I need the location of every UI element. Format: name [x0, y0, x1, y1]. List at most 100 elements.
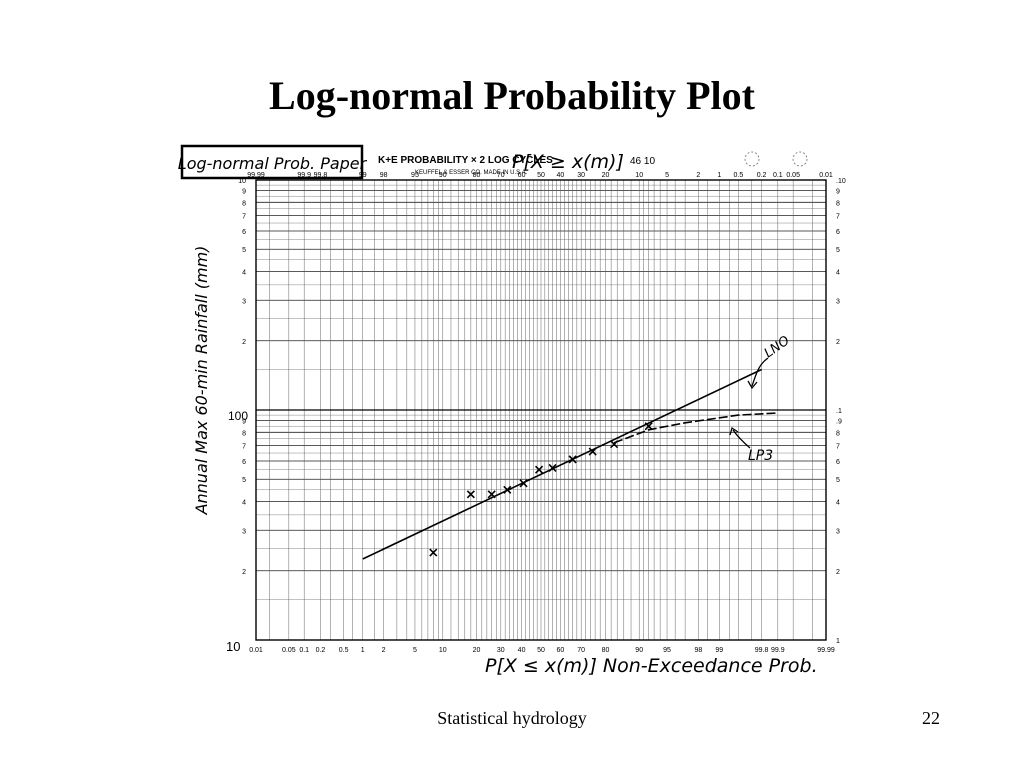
- left-tick-label: 7: [242, 444, 246, 451]
- top-tick-label: 1: [717, 172, 721, 179]
- top-tick-label: 70: [497, 172, 505, 179]
- top-tick-label: 0.01: [819, 172, 833, 179]
- top-tick-label: 99.9: [297, 172, 311, 179]
- punch-hole-icon: [792, 151, 808, 167]
- page-number: 22: [922, 708, 940, 728]
- right-tick-label: 4: [836, 500, 840, 507]
- right-tick-label: 8: [836, 430, 840, 437]
- bottom-tick-label: 99: [715, 647, 723, 654]
- left-tick-label: 8: [242, 200, 246, 207]
- bottom-tick-label: 40: [518, 647, 526, 654]
- y-label-10: 10: [226, 639, 240, 654]
- left-tick-label: 6: [242, 459, 246, 466]
- top-tick-label: 2: [696, 172, 700, 179]
- bottom-tick-label: 5: [413, 647, 417, 654]
- lp3-annotation: LP3: [729, 426, 773, 464]
- bottom-tick-label: 99.8: [755, 647, 769, 654]
- left-tick-label: 8: [242, 430, 246, 437]
- right-tick-label: 9: [836, 189, 840, 196]
- right-tick-label: 7: [836, 444, 840, 451]
- top-tick-label: 95: [411, 172, 419, 179]
- top-tick-label: 10: [635, 172, 643, 179]
- bottom-tick-label: 0.05: [282, 647, 296, 654]
- y-axis-label: Annual Max 60-min Rainfall (mm): [192, 246, 211, 516]
- top-tick-label: 99.99: [247, 172, 265, 179]
- top-tick-label: 90: [439, 172, 447, 179]
- paper-label: Log-normal Prob. Paper: [178, 154, 368, 173]
- left-tick-label: 5: [242, 477, 246, 484]
- top-tick-label: 98: [380, 172, 388, 179]
- bottom-tick-label: 80: [602, 647, 610, 654]
- publisher-label: K+E PROBABILITY × 2 LOG CYCLES: [378, 155, 553, 166]
- publisher-code: 46 10: [630, 156, 655, 167]
- top-tick-label: 0.05: [786, 172, 800, 179]
- bottom-tick-label: 0.1: [299, 647, 309, 654]
- top-tick-label: 20: [602, 172, 610, 179]
- right-tick-label: 2: [836, 339, 840, 346]
- publisher-label-2: KEUFFEL & ESSER CO. MADE IN U.S.A.: [415, 170, 528, 176]
- bottom-tick-label: 95: [663, 647, 671, 654]
- bottom-tick-label: 70: [577, 647, 585, 654]
- lp3-arrow-icon: [732, 429, 751, 449]
- data-point-marker: [429, 548, 438, 557]
- left-tick-label: 2: [242, 339, 246, 346]
- top-tick-label: 80: [473, 172, 481, 179]
- top-tick-label: 50: [537, 172, 545, 179]
- left-tick-label: 7: [242, 214, 246, 221]
- right-tick-label: .10: [836, 178, 846, 185]
- right-tick-label: 6: [836, 459, 840, 466]
- left-tick-label: 9: [242, 189, 246, 196]
- bottom-tick-label: 99.99: [817, 647, 835, 654]
- series: [362, 368, 778, 560]
- top-tick-label: 99.8: [314, 172, 328, 179]
- bottom-tick-label: 50: [537, 647, 545, 654]
- bottom-tick-label: 2: [382, 647, 386, 654]
- punch-hole-icon: [744, 151, 760, 167]
- bottom-tick-label: 20: [473, 647, 481, 654]
- left-tick-label: 9: [242, 419, 246, 426]
- left-tick-label: 4: [242, 270, 246, 277]
- top-tick-label: 0.5: [734, 172, 744, 179]
- right-tick-label: 5: [836, 477, 840, 484]
- right-tick-label: 6: [836, 229, 840, 236]
- data-point-marker: [466, 490, 475, 499]
- left-tick-label: 3: [242, 298, 246, 305]
- y-label-100: 100: [228, 409, 248, 423]
- bottom-tick-label: 0.2: [316, 647, 326, 654]
- top-axis-title: P[X ≥ x(m)]: [512, 151, 624, 173]
- right-tick-label: 3: [836, 298, 840, 305]
- bottom-axis-title: P[X ≤ x(m)] Non-Exceedance Prob.: [485, 655, 818, 677]
- left-tick-label: 10: [238, 178, 246, 185]
- right-tick-label: 5: [836, 247, 840, 254]
- top-tick-label: 5: [665, 172, 669, 179]
- slide-footer: Statistical hydrology: [437, 708, 587, 728]
- bottom-tick-label: 1: [361, 647, 365, 654]
- left-tick-label: 5: [242, 247, 246, 254]
- right-tick-label: .9: [836, 419, 842, 426]
- top-tick-label: 0.1: [773, 172, 783, 179]
- bottom-tick-label: 10: [439, 647, 447, 654]
- slide-title: Log-normal Probability Plot: [269, 73, 755, 118]
- bottom-tick-label: 99.9: [771, 647, 785, 654]
- bottom-tick-label: 90: [635, 647, 643, 654]
- lno-annotation: LNO: [747, 333, 793, 390]
- lno-arrow-icon: [751, 357, 769, 387]
- lno-label: LNO: [762, 333, 793, 361]
- left-tick-label: 4: [242, 500, 246, 507]
- left-tick-label: 6: [242, 229, 246, 236]
- bottom-tick-label: 60: [557, 647, 565, 654]
- bottom-tick-label: 98: [694, 647, 702, 654]
- paper-label-box: Log-normal Prob. Paper: [178, 144, 368, 180]
- right-tick-label: .1: [836, 408, 842, 415]
- data-point-marker: [535, 465, 544, 474]
- bottom-tick-label: 0.5: [339, 647, 349, 654]
- right-tick-label: 4: [836, 270, 840, 277]
- bottom-tick-label: 0.01: [249, 647, 263, 654]
- tick-labels: 0.01 0.05 0.1 0.2 0.5 1 2 5 10 20 30 40 50 60 70 80 90 95…: [238, 172, 846, 654]
- left-tick-label: 2: [242, 569, 246, 576]
- top-tick-label: 40: [557, 172, 565, 179]
- bottom-tick-label: 30: [497, 647, 505, 654]
- top-tick-label: 30: [577, 172, 585, 179]
- left-tick-label: 3: [242, 528, 246, 535]
